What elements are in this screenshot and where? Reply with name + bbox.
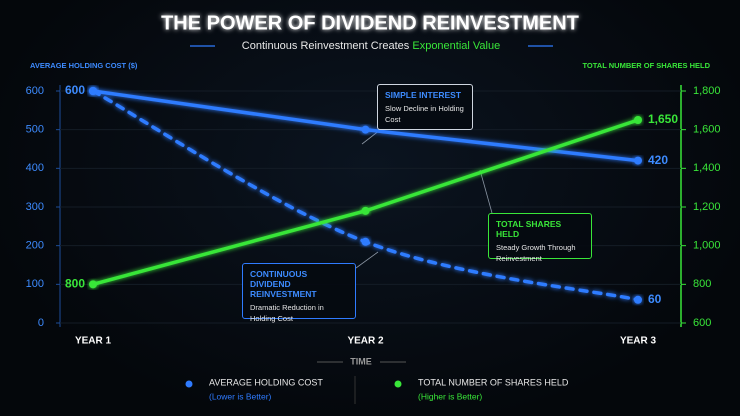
y2-tick-label: 1,200 — [693, 201, 721, 213]
annotation-box: CONTINUOUS DIVIDEND REINVESTMENT Dramatic… — [242, 263, 356, 323]
data-point — [361, 206, 370, 215]
subtitle-text: Continuous Reinvestment Creates — [242, 40, 410, 52]
annotation-title: TOTAL SHARES HELD — [496, 219, 562, 239]
data-point — [634, 295, 642, 304]
value-label: 420 — [648, 153, 668, 167]
legend-label: TOTAL NUMBER OF SHARES HELD — [418, 377, 569, 387]
annotation-text: Steady Growth Through Reinvestment — [496, 243, 576, 263]
y-tick-label: 300 — [26, 201, 44, 213]
annotation-connector — [355, 251, 379, 269]
chart-title: THE POWER OF DIVIDEND REINVESTMENT — [161, 12, 579, 34]
series-line — [91, 89, 640, 302]
y-axis-title: AVERAGE HOLDING COST ($) — [30, 61, 138, 70]
legend-note: (Lower is Better) — [209, 391, 272, 401]
annotation-box: SIMPLE INTEREST Slow Decline in Holding C… — [377, 84, 473, 130]
annotation-title: SIMPLE INTEREST — [385, 90, 462, 100]
y-tick-label: 400 — [26, 162, 44, 174]
y2-tick-label: 1,600 — [693, 124, 721, 136]
value-label: 600 — [65, 83, 85, 97]
data-point — [89, 280, 97, 289]
data-point — [89, 87, 97, 95]
annotation-title: CONTINUOUS DIVIDEND REINVESTMENT — [250, 269, 317, 299]
legend-swatch-dot — [394, 380, 402, 388]
x-tick-label: YEAR 1 — [75, 336, 112, 347]
y2-tick-label: 600 — [693, 317, 711, 329]
x-tick-label: YEAR 3 — [620, 336, 657, 347]
data-point — [634, 116, 642, 124]
y2-tick-label: 800 — [693, 278, 711, 290]
x-tick-label: YEAR 2 — [347, 336, 384, 347]
annotation-box: TOTAL SHARES HELD Steady Growth Through R… — [488, 213, 592, 263]
subtitle-highlight: Exponential Value — [412, 40, 500, 52]
annotation-text: Dramatic Reduction in Holding Cost — [250, 303, 324, 323]
y-tick-label: 500 — [26, 124, 44, 136]
data-point — [361, 125, 370, 134]
y-tick-label: 600 — [26, 85, 44, 97]
annotation-text: Slow Decline in Holding Cost — [385, 104, 464, 124]
value-label: 1,650 — [648, 112, 678, 126]
x-axis-title: TIME — [350, 356, 372, 366]
y2-tick-label: 1,000 — [693, 240, 721, 252]
y2-tick-label: 1,800 — [693, 85, 721, 97]
value-label: 800 — [65, 277, 85, 291]
y-tick-label: 200 — [26, 240, 44, 252]
value-label: 60 — [648, 292, 662, 306]
data-point — [634, 156, 642, 165]
data-point — [361, 237, 370, 246]
y2-axis-title: TOTAL NUMBER OF SHARES HELD — [582, 61, 710, 70]
annotation-connector — [479, 169, 493, 214]
legend-label: AVERAGE HOLDING COST — [209, 377, 323, 387]
y2-tick-label: 1,400 — [693, 162, 721, 174]
subtitle: Continuous Reinvestment Creates Exponent… — [242, 40, 500, 52]
y-tick-label: 0 — [38, 317, 44, 329]
legend-note: (Higher is Better) — [418, 391, 482, 401]
y-tick-label: 100 — [26, 278, 44, 290]
legend-swatch-dot — [185, 380, 193, 388]
